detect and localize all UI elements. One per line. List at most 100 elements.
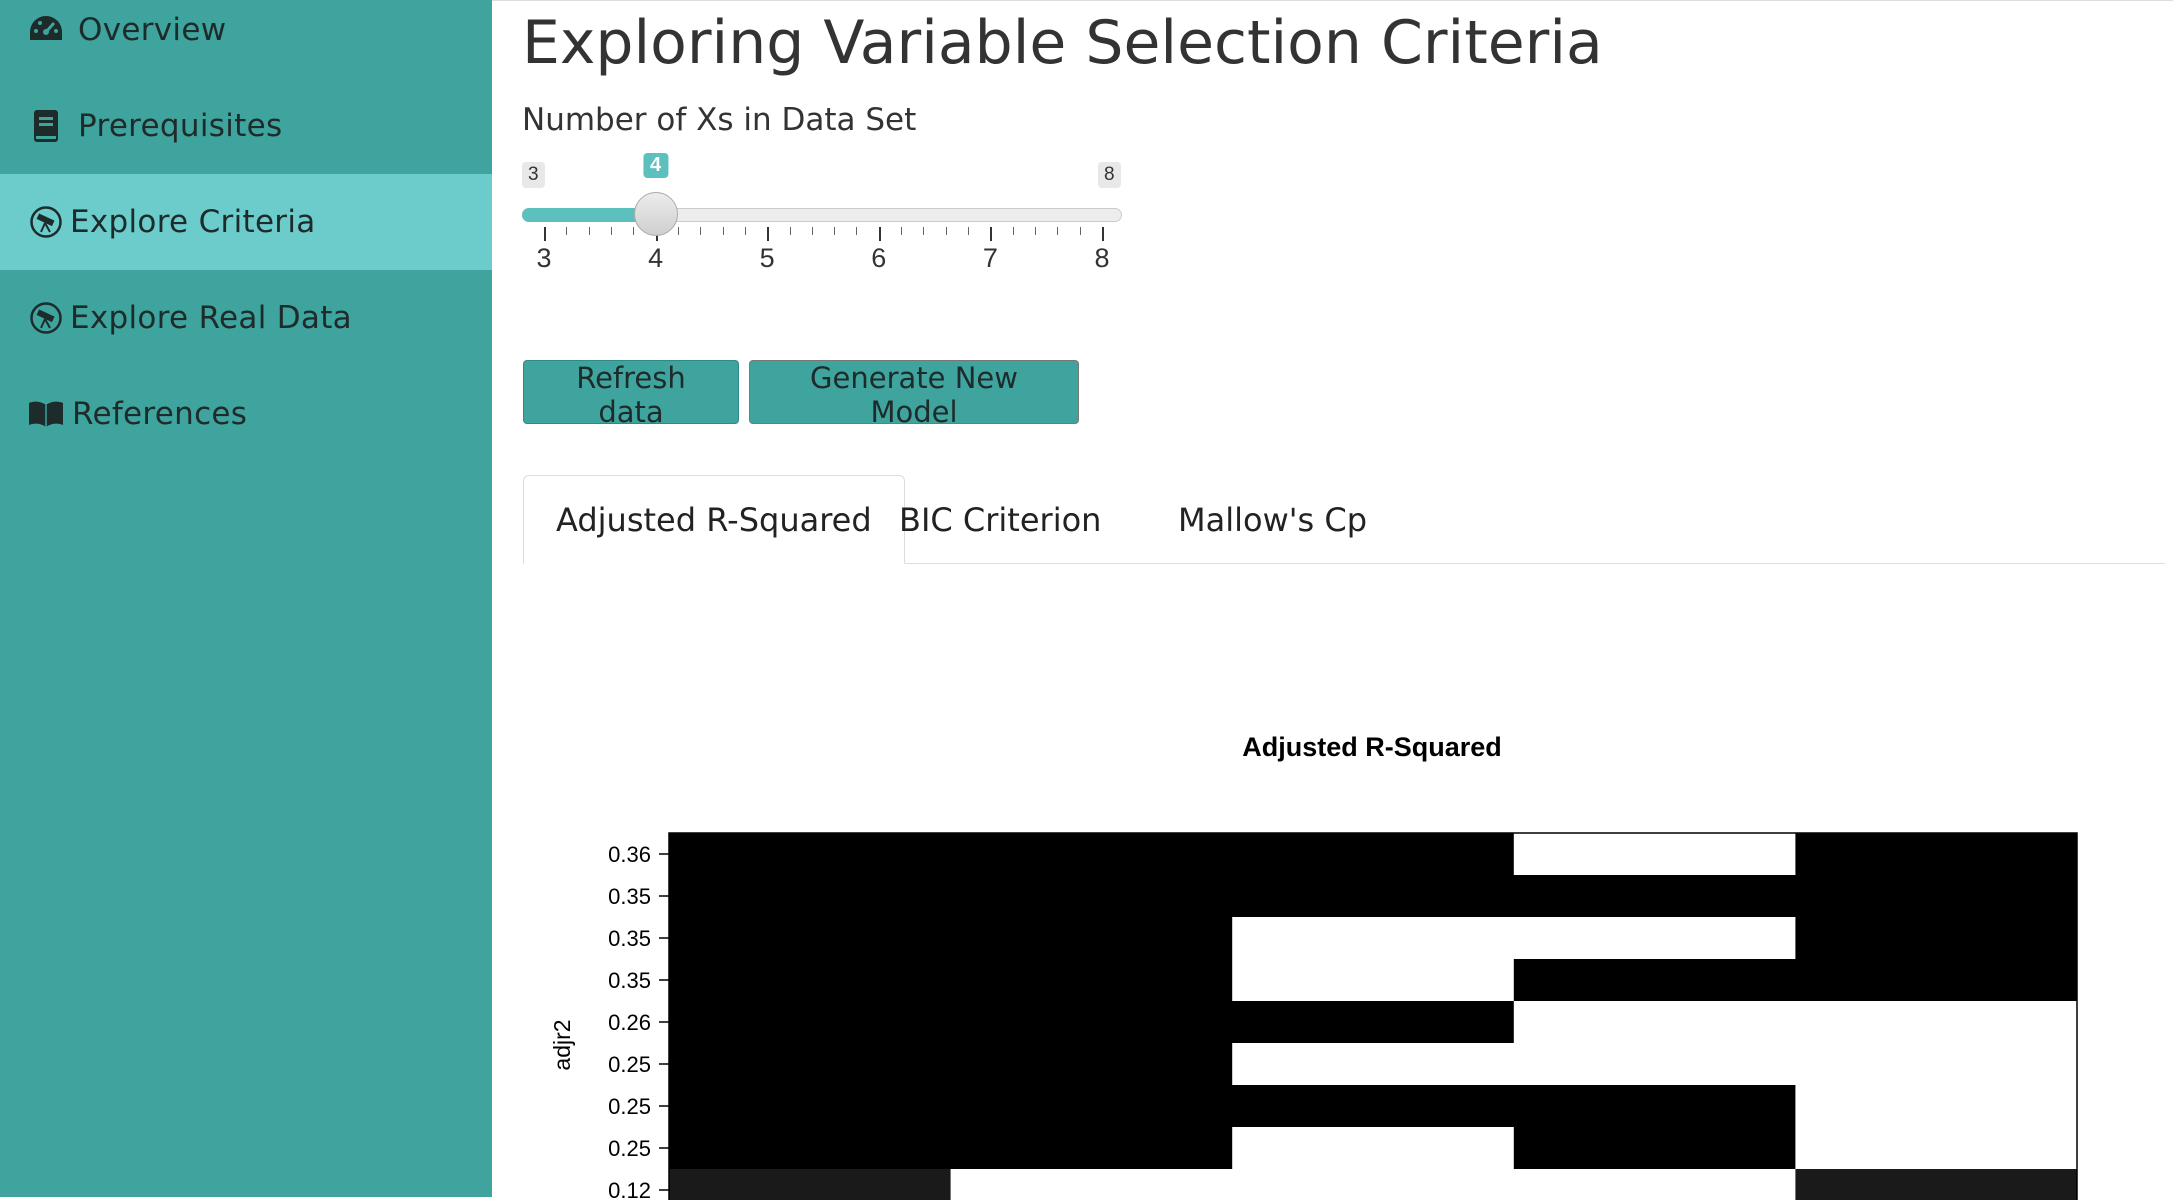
heatmap-cell (1513, 1169, 1796, 1200)
slider-handle[interactable] (633, 192, 678, 236)
heatmap-cell (1795, 917, 2078, 960)
heatmap-cell (669, 1001, 952, 1044)
heatmap-cell (1795, 1043, 2078, 1086)
tabs-divider (523, 563, 2165, 564)
sidebar-item-overview[interactable]: Overview (0, 0, 492, 78)
slider-label: Number of Xs in Data Set (522, 102, 917, 138)
y-axis-tick-label: 0.12 (608, 1178, 651, 1200)
sidebar-item-label: Prerequisites (78, 108, 283, 144)
slider-tick-label: 5 (759, 243, 775, 273)
book-icon (26, 106, 66, 146)
sidebar-item-label: References (72, 396, 248, 432)
heatmap-cell (1232, 1001, 1515, 1044)
sidebar-item-label: Overview (78, 12, 227, 48)
sidebar-item-explore-real-data[interactable]: Explore Real Data (0, 270, 492, 366)
heatmap-cell (669, 833, 952, 876)
heatmap-cell (950, 1169, 1233, 1200)
telescope-circle-icon (26, 202, 66, 242)
heatmap-cell (1795, 1127, 2078, 1170)
slider-minor-tick (1079, 227, 1081, 235)
heatmap-cell (669, 1127, 952, 1170)
refresh-data-button[interactable]: Refresh data (523, 360, 739, 429)
slider-major-tick (878, 227, 881, 241)
slider-minor-tick (677, 227, 679, 235)
telescope-circle-icon (26, 298, 66, 338)
heatmap-cell (669, 1169, 952, 1200)
chart-y-axis-label: adjr2 (549, 1019, 575, 1070)
heatmap-cell (950, 1085, 1233, 1128)
heatmap-cell (669, 1085, 952, 1128)
generate-new-model-button[interactable]: Generate New Model (749, 360, 1079, 429)
heatmap-cell (1232, 1169, 1515, 1200)
sidebar-item-explore-criteria[interactable]: Explore Criteria (0, 174, 492, 270)
slider-minor-tick (700, 227, 702, 235)
heatmap-cell (1795, 1001, 2078, 1044)
heatmap-cell (1795, 833, 2078, 876)
y-axis-tick-label: 0.25 (608, 1094, 651, 1119)
heatmap-cell (669, 875, 952, 918)
slider-major-tick (990, 227, 993, 241)
sidebar-item-prerequisites[interactable]: Prerequisites (0, 78, 492, 174)
slider-tick-label: 4 (648, 243, 664, 273)
tab-adjusted-r-squared[interactable]: Adjusted R-Squared (523, 475, 905, 564)
heatmap-cell (1795, 875, 2078, 918)
slider-minor-tick (923, 227, 925, 235)
heatmap-cell (1232, 833, 1515, 876)
slider-minor-tick (1057, 227, 1059, 235)
open-book-icon (26, 394, 66, 434)
slider-minor-tick (968, 227, 970, 235)
sidebar-item-label: Explore Criteria (70, 204, 316, 240)
sidebar-item-references[interactable]: References (0, 366, 492, 462)
dashboard-gauge-icon (26, 10, 66, 50)
page-title: Exploring Variable Selection Criteria (522, 8, 1603, 78)
main-content: Exploring Variable Selection Criteria Nu… (492, 0, 2173, 1200)
tab-mallows-cp[interactable]: Mallow's Cp (1178, 500, 1368, 539)
slider-value-bubble: 4 (643, 153, 669, 178)
heatmap-cell (950, 875, 1233, 918)
slider-tick-label: 7 (982, 243, 998, 273)
slider-major-tick (1102, 227, 1104, 241)
y-axis-tick-label: 0.35 (608, 884, 651, 909)
slider-minor-tick (1035, 227, 1037, 235)
sidebar-item-label: Explore Real Data (70, 300, 352, 336)
heatmap-cell (1232, 959, 1515, 1002)
slider-minor-tick (834, 227, 836, 235)
heatmap-cell (669, 959, 952, 1002)
heatmap-cell (1513, 959, 1796, 1002)
y-axis-tick-label: 0.35 (608, 968, 651, 993)
heatmap-cell (1795, 1169, 2078, 1200)
slider-minor-tick (610, 227, 612, 235)
tab-bic-criterion[interactable]: BIC Criterion (899, 500, 1102, 539)
heatmap-cell (950, 959, 1233, 1002)
heatmap-cell (669, 917, 952, 960)
y-axis-tick-label: 0.36 (608, 842, 651, 867)
heatmap-cell (1795, 959, 2078, 1002)
slider-minor-tick (789, 227, 791, 235)
heatmap-cell (1513, 833, 1796, 876)
slider-minor-tick (566, 227, 568, 235)
top-border (492, 0, 2173, 1)
slider-fill (522, 208, 656, 222)
slider-max-label: 8 (1098, 162, 1121, 188)
slider-minor-tick (901, 227, 903, 235)
chart-y-axis: 0.36 0.35 0.35 0.35 0.26 0.25 0.25 0.25 0.12 (608, 842, 669, 1200)
heatmap-cell (1232, 1127, 1515, 1170)
slider-min-label: 3 (522, 162, 545, 188)
slider-major-tick (544, 227, 546, 241)
slider-minor-tick (588, 227, 590, 235)
heatmap-cell (1513, 875, 1796, 918)
heatmap-cell (1232, 917, 1515, 960)
y-axis-tick-label: 0.25 (608, 1136, 651, 1161)
heatmap-cell (1513, 1001, 1796, 1044)
heatmap-cell (1232, 1085, 1515, 1128)
heatmap-cell (1232, 1043, 1515, 1086)
heatmap-cell (950, 917, 1233, 960)
number-of-xs-slider[interactable]: 3 8 4 3 4 5 6 7 8 (522, 150, 1132, 280)
slider-minor-tick (744, 227, 746, 235)
heatmap-cell (950, 1127, 1233, 1170)
slider-tick-label: 8 (1094, 243, 1110, 273)
chart-title: Adjusted R-Squared (1242, 732, 1502, 762)
heatmap-cell (950, 1001, 1233, 1044)
y-axis-tick-label: 0.25 (608, 1052, 651, 1077)
heatmap-cell (1513, 1127, 1796, 1170)
